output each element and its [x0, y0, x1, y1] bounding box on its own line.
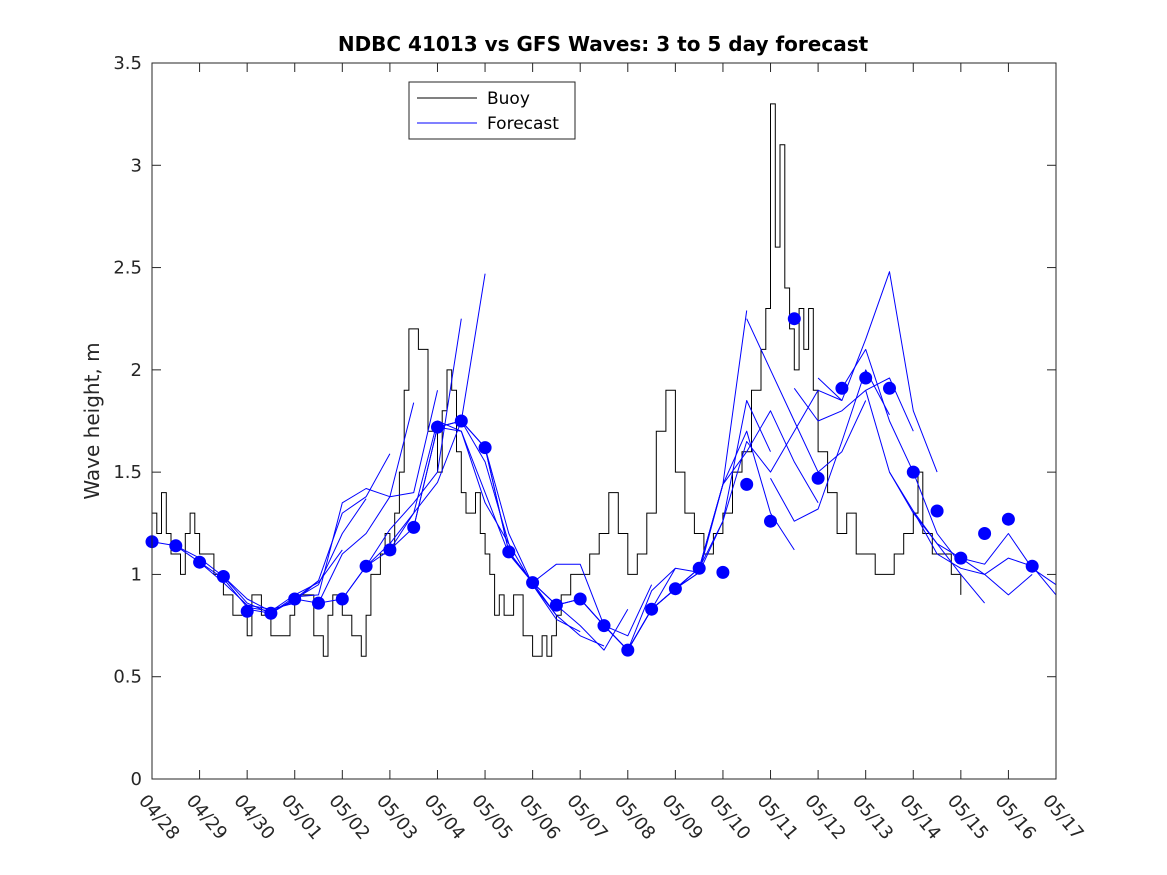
chart-title: NDBC 41013 vs GFS Waves: 3 to 5 day fore…: [338, 32, 869, 56]
legend: Buoy Forecast: [408, 81, 576, 140]
legend-box: [408, 81, 576, 140]
axes-box: [151, 62, 1057, 780]
forecast-point-marker: [978, 527, 992, 540]
forecast-point-marker: [454, 414, 468, 428]
y-tick-label: 0.5: [113, 667, 142, 688]
forecast-point-marker: [359, 559, 373, 573]
forecast-point-marker: [668, 582, 682, 596]
y-tick-label: 2: [131, 360, 142, 381]
forecast-point-marker: [193, 555, 207, 569]
forecast-point-marker: [288, 592, 302, 606]
forecast-point-marker: [906, 465, 920, 479]
forecast-point-marker: [1001, 512, 1015, 526]
forecast-run-line-25: [746, 318, 867, 473]
forecast-run-line-33: [960, 533, 1057, 586]
forecast-point-marker: [312, 596, 325, 610]
y-axis-label: Wave height, m: [80, 342, 104, 499]
forecast-point-marker: [811, 471, 825, 485]
forecast-point-marker: [930, 504, 944, 518]
legend-forecast-label: Forecast: [487, 114, 559, 134]
forecast-point-marker: [549, 598, 563, 612]
forecast-point-marker: [264, 606, 278, 620]
forecast-point-marker: [597, 619, 611, 633]
forecast-point-marker: [240, 604, 254, 618]
forecast-point-marker: [716, 565, 730, 579]
data-layer: [145, 103, 1057, 657]
forecast-point-marker: [431, 420, 444, 434]
forecast-point-marker: [216, 570, 230, 583]
y-tick-label: 1: [131, 564, 142, 585]
forecast-run-line-28: [817, 271, 938, 473]
legend-buoy-label: Buoy: [487, 89, 530, 109]
forecast-point-marker: [764, 514, 777, 528]
y-tick-label: 3.5: [113, 53, 142, 74]
plot-area: [152, 63, 1056, 779]
forecast-point-marker: [502, 545, 516, 559]
forecast-point-marker: [407, 520, 421, 534]
y-tick-label: 0: [131, 769, 142, 790]
forecast-run-line-30: [865, 390, 985, 604]
y-tick-label: 1.5: [113, 462, 142, 483]
forecast-point-marker: [859, 371, 873, 385]
forecast-point-marker: [526, 576, 540, 590]
forecast-run-line-24: [698, 389, 843, 569]
forecast-point-marker: [883, 381, 896, 395]
forecast-point-marker: [954, 551, 968, 565]
forecast-point-marker: [573, 592, 587, 606]
y-tick-label: 3: [131, 155, 142, 176]
forecast-run-line-29: [841, 348, 962, 565]
y-tick-label: 2.5: [113, 258, 142, 279]
forecast-point-marker: [787, 312, 801, 326]
forecast-point-marker: [478, 441, 492, 455]
forecast-point-marker: [835, 381, 849, 395]
forecast-point-marker: [621, 643, 635, 657]
forecast-point-marker: [740, 477, 754, 491]
forecast-point-marker: [335, 592, 349, 606]
buoy-series-line: [152, 103, 962, 657]
forecast-point-marker: [692, 561, 706, 575]
forecast-point-marker: [1025, 559, 1039, 573]
forecast-point-marker: [383, 543, 397, 557]
forecast-point-marker: [169, 539, 183, 553]
forecast-point-marker: [645, 602, 659, 616]
